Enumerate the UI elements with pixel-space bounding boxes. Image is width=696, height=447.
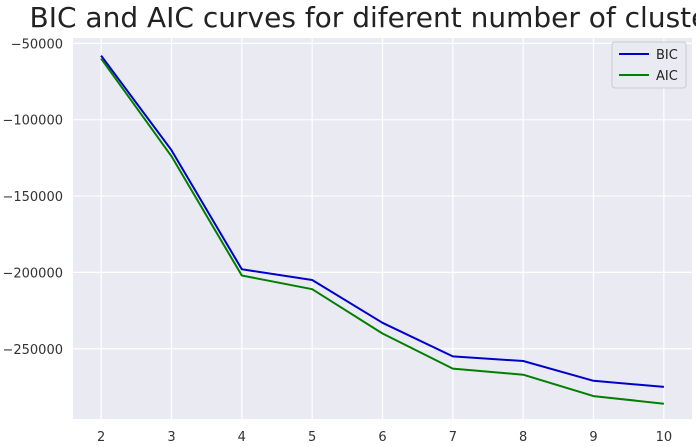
x-tick-label: 7 <box>449 430 457 445</box>
x-tick-label: 5 <box>308 430 316 445</box>
x-tick-label: 9 <box>589 430 597 445</box>
legend-label-aic: AIC <box>656 69 678 84</box>
legend: BIC AIC <box>611 41 687 89</box>
legend-label-bic: BIC <box>656 48 678 63</box>
y-axis: −50000 −100000 −150000 −200000 −250000 <box>2 37 63 357</box>
y-tick-label: −150000 <box>2 190 63 205</box>
x-axis: 2 3 4 5 6 7 8 9 10 <box>97 430 672 445</box>
grid <box>73 38 692 419</box>
x-tick-label: 8 <box>519 430 527 445</box>
y-tick-label: −100000 <box>2 114 63 129</box>
y-tick-label: −200000 <box>2 266 63 281</box>
x-tick-label: 2 <box>97 430 105 445</box>
series-line-aic <box>100 58 665 405</box>
y-tick-label: −50000 <box>11 37 63 52</box>
x-tick-label: 3 <box>167 430 175 445</box>
x-tick-label: 4 <box>238 430 246 445</box>
y-tick-label: −250000 <box>2 343 63 358</box>
x-tick-label: 6 <box>378 430 386 445</box>
chart-title: BIC and AIC curves for diferent number o… <box>30 1 696 34</box>
series-lines <box>100 55 665 405</box>
x-tick-label: 10 <box>656 430 673 445</box>
